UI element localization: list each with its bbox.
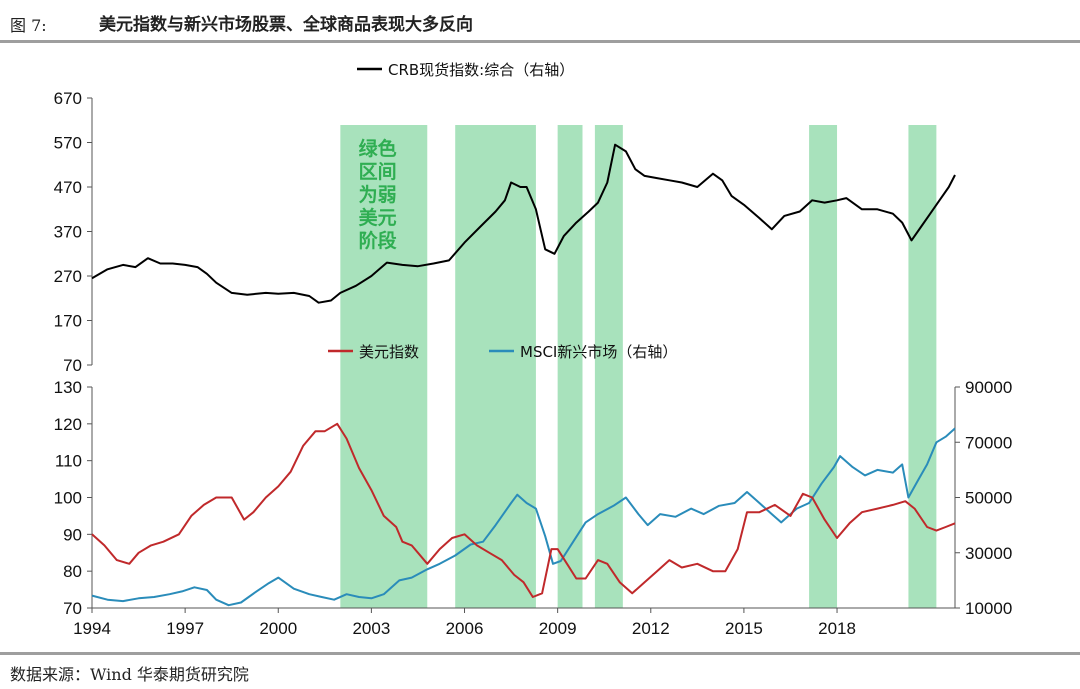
band-note-line: 区间 <box>359 161 397 183</box>
band-note-line: 绿色 <box>359 137 397 160</box>
weak-dollar-band <box>594 125 623 608</box>
x-tick-label: 2015 <box>725 619 763 638</box>
top-y-tick-label: 70 <box>63 356 82 375</box>
top-y-tick-label: 270 <box>54 267 82 286</box>
x-tick-label: 2018 <box>818 619 856 638</box>
band-note-line: 美元 <box>359 206 397 229</box>
bottom-y-tick-label: 110 <box>55 452 82 471</box>
top-y-tick-label: 670 <box>54 89 82 108</box>
bottom-y-tick-label: 90 <box>63 525 82 544</box>
top-y-tick-label: 370 <box>54 223 82 242</box>
weak-dollar-band <box>557 125 583 608</box>
x-tick-label: 1997 <box>166 619 204 638</box>
msci-em-line <box>91 427 956 607</box>
weak-dollar-band <box>340 125 428 608</box>
top-y-tick-label: 570 <box>54 134 82 153</box>
bottom-y2-tick-label: 50000 <box>965 489 1012 508</box>
x-tick-label: 2006 <box>446 619 484 638</box>
x-tick-label: 1994 <box>73 619 111 638</box>
bottom-y2-tick-label: 10000 <box>965 599 1012 618</box>
bottom-y-tick-label: 70 <box>63 599 82 618</box>
axes-layer: 70 170 270 370 470 570 670 70 80 90 100 110 120 130 10… <box>54 89 1013 638</box>
series-layer <box>91 143 956 607</box>
bottom-y-tick-label: 100 <box>54 489 82 508</box>
weak-dollar-band <box>908 125 937 608</box>
source-note: 数据来源：Wind 华泰期货研究院 <box>10 665 249 684</box>
x-tick-label: 2009 <box>539 619 577 638</box>
legend-layer: CRB现货指数:综合（右轴） 美元指数 MSCI新兴市场（右轴） <box>328 61 677 361</box>
band-note-line: 为弱 <box>359 183 397 206</box>
bottom-y-tick-label: 80 <box>63 562 82 581</box>
dxy-legend-label: 美元指数 <box>359 343 419 361</box>
bottom-y-tick-label: 120 <box>54 415 82 434</box>
bottom-y2-tick-label: 30000 <box>965 544 1012 563</box>
crb-line <box>91 143 956 304</box>
bottom-y2-tick-label: 90000 <box>965 378 1012 397</box>
weak-dollar-band <box>809 125 838 608</box>
crb-legend-label: CRB现货指数:综合（右轴） <box>388 61 574 79</box>
x-tick-label: 2012 <box>632 619 670 638</box>
bottom-y-tick-label: 130 <box>54 378 82 397</box>
x-tick-label: 2003 <box>352 619 390 638</box>
band-note-line: 阶段 <box>359 229 398 252</box>
top-y-tick-label: 170 <box>54 312 82 331</box>
figure-header: 图 7: 美元指数与新兴市场股票、全球商品表现大多反向 <box>0 0 1080 40</box>
figure-title: 美元指数与新兴市场股票、全球商品表现大多反向 <box>99 15 473 35</box>
x-tick-label: 2000 <box>259 619 297 638</box>
dollar-index-line <box>91 422 956 598</box>
band-layer <box>340 125 937 608</box>
top-y-tick-label: 470 <box>54 178 82 197</box>
figure-number: 图 7: <box>10 16 47 35</box>
msci-legend-label: MSCI新兴市场（右轴） <box>520 343 677 361</box>
bottom-y2-tick-label: 70000 <box>965 433 1012 452</box>
header-divider <box>0 40 1080 43</box>
footer-divider <box>0 652 1080 655</box>
weak-dollar-band <box>455 125 536 608</box>
